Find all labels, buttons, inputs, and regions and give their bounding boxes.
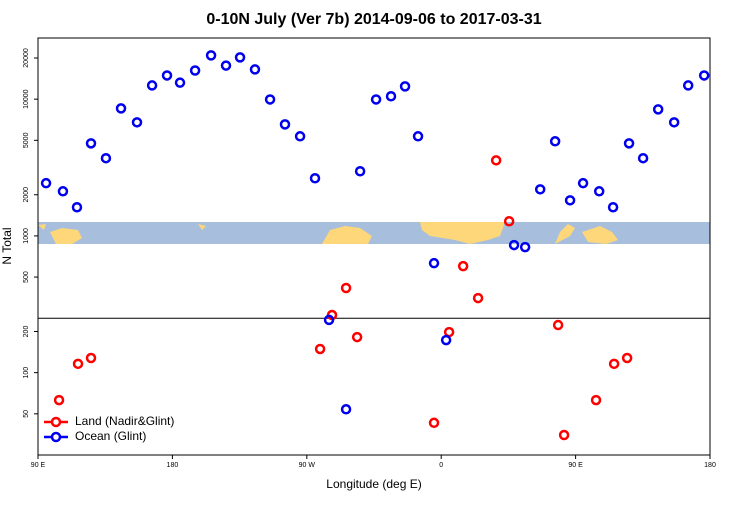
point bbox=[115, 103, 127, 114]
y-tick-label: 100 bbox=[23, 367, 30, 379]
point bbox=[309, 173, 321, 184]
point bbox=[607, 202, 619, 213]
point bbox=[552, 319, 564, 331]
point bbox=[534, 184, 546, 195]
point bbox=[428, 417, 440, 429]
point bbox=[577, 177, 589, 189]
point bbox=[189, 65, 201, 76]
point bbox=[698, 70, 710, 81]
point bbox=[370, 94, 382, 105]
y-tick-label: 50 bbox=[23, 410, 30, 418]
point bbox=[340, 404, 352, 415]
x-tick-label: 180 bbox=[704, 462, 716, 469]
point bbox=[623, 138, 635, 149]
point bbox=[519, 241, 531, 253]
point bbox=[323, 314, 335, 326]
point bbox=[71, 202, 83, 213]
y-tick-label: 200 bbox=[23, 326, 30, 338]
point bbox=[85, 352, 97, 364]
map-strip bbox=[38, 222, 710, 244]
point bbox=[220, 60, 232, 71]
y-tick-label: 2000 bbox=[23, 187, 30, 203]
x-tick-label: 0 bbox=[439, 462, 443, 469]
legend-label: Ocean (Glint) bbox=[75, 429, 146, 443]
point bbox=[85, 138, 97, 149]
point bbox=[57, 186, 69, 197]
point bbox=[40, 177, 52, 189]
legend-marker bbox=[50, 431, 62, 443]
point bbox=[440, 334, 452, 346]
y-tick-label: 20000 bbox=[23, 48, 30, 68]
legend: Land (Nadir&Glint)Ocean (Glint) bbox=[44, 414, 174, 443]
point bbox=[472, 292, 484, 304]
y-axis-label: N Total bbox=[0, 227, 14, 264]
point bbox=[161, 70, 173, 81]
point bbox=[279, 119, 291, 130]
point bbox=[131, 117, 143, 128]
point bbox=[668, 117, 680, 128]
point bbox=[354, 166, 366, 177]
point bbox=[100, 152, 112, 164]
x-tick-label: 90 E bbox=[568, 462, 583, 469]
point bbox=[637, 152, 649, 164]
point bbox=[564, 195, 576, 206]
point bbox=[549, 136, 561, 147]
point bbox=[399, 81, 411, 92]
point bbox=[146, 80, 158, 91]
point bbox=[682, 80, 694, 91]
point bbox=[652, 104, 664, 115]
point bbox=[264, 94, 276, 105]
point bbox=[53, 394, 65, 406]
point bbox=[351, 331, 363, 343]
point bbox=[428, 257, 440, 269]
point bbox=[508, 239, 520, 251]
point bbox=[314, 343, 326, 355]
legend-label: Land (Nadir&Glint) bbox=[75, 414, 174, 428]
x-axis-label: Longitude (deg E) bbox=[326, 477, 421, 491]
x-tick-label: 180 bbox=[167, 462, 179, 469]
point bbox=[621, 352, 633, 364]
y-tick-label: 5000 bbox=[23, 132, 30, 148]
point bbox=[294, 131, 306, 142]
x-tick-label: 90 E bbox=[31, 462, 46, 469]
y-tick-label: 500 bbox=[23, 271, 30, 283]
point bbox=[503, 215, 515, 227]
chart-title: 0-10N July (Ver 7b) 2014-09-06 to 2017-0… bbox=[206, 11, 541, 28]
point bbox=[558, 429, 570, 441]
y-tick-label: 10000 bbox=[23, 89, 30, 109]
point bbox=[590, 394, 602, 406]
legend-marker bbox=[50, 416, 62, 428]
point bbox=[72, 358, 84, 370]
x-tick-label: 90 W bbox=[299, 462, 316, 469]
point bbox=[249, 64, 261, 75]
point bbox=[340, 282, 352, 294]
point bbox=[205, 50, 217, 61]
y-tick-label: 1000 bbox=[23, 228, 30, 244]
point bbox=[608, 358, 620, 370]
point bbox=[412, 131, 424, 142]
point bbox=[457, 260, 469, 272]
point bbox=[593, 186, 605, 197]
point bbox=[490, 155, 502, 166]
point bbox=[234, 52, 246, 63]
plot-frame bbox=[37, 37, 711, 456]
point bbox=[174, 77, 186, 88]
point bbox=[385, 91, 397, 102]
